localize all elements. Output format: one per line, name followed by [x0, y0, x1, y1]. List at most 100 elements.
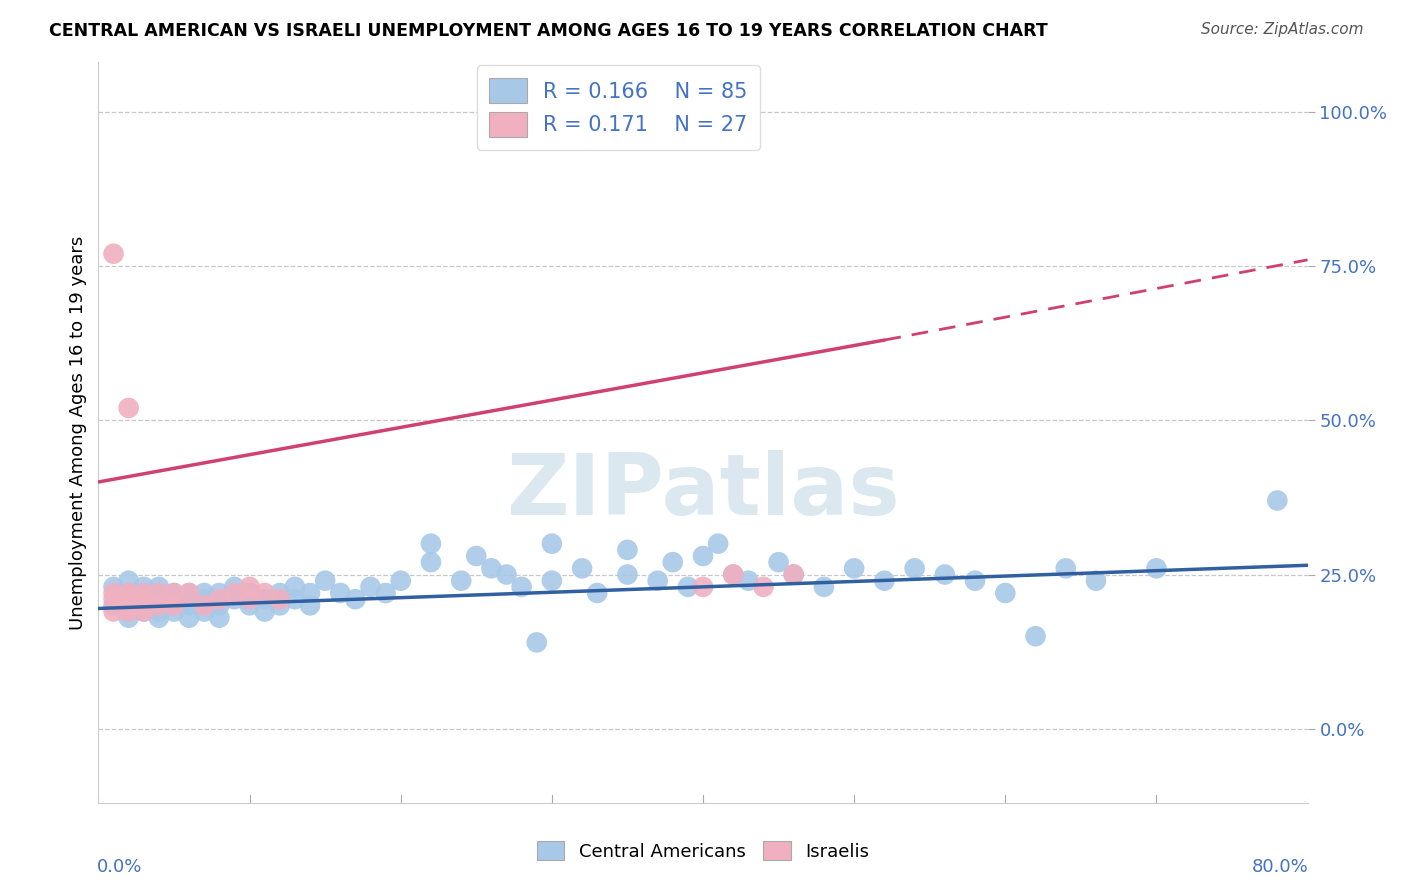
Point — [118, 401, 141, 415]
Point — [481, 561, 503, 575]
Point — [179, 592, 201, 607]
Point — [193, 605, 215, 619]
Point — [1267, 493, 1289, 508]
Point — [224, 580, 246, 594]
Text: CENTRAL AMERICAN VS ISRAELI UNEMPLOYMENT AMONG AGES 16 TO 19 YEARS CORRELATION C: CENTRAL AMERICAN VS ISRAELI UNEMPLOYMENT… — [49, 22, 1047, 40]
Legend: R = 0.166    N = 85, R = 0.171    N = 27: R = 0.166 N = 85, R = 0.171 N = 27 — [477, 65, 761, 150]
Point — [118, 592, 141, 607]
Point — [965, 574, 987, 588]
Point — [661, 555, 683, 569]
Point — [132, 599, 155, 613]
Point — [299, 599, 322, 613]
Point — [737, 574, 759, 588]
Point — [299, 586, 322, 600]
Point — [132, 586, 155, 600]
Point — [1054, 561, 1077, 575]
Point — [103, 586, 125, 600]
Point — [148, 580, 170, 594]
Point — [495, 567, 517, 582]
Point — [904, 561, 927, 575]
Point — [616, 567, 638, 582]
Point — [148, 605, 170, 619]
Point — [132, 592, 155, 607]
Point — [118, 605, 141, 619]
Point — [224, 586, 246, 600]
Point — [239, 592, 262, 607]
Point — [1144, 561, 1167, 575]
Point — [239, 580, 262, 594]
Point — [692, 580, 714, 594]
Point — [420, 555, 443, 569]
Point — [450, 574, 472, 588]
Point — [148, 599, 170, 613]
Point — [208, 599, 231, 613]
Point — [132, 586, 155, 600]
Point — [586, 586, 609, 600]
Point — [692, 549, 714, 563]
Point — [118, 605, 141, 619]
Point — [224, 592, 246, 607]
Point — [934, 567, 956, 582]
Point — [269, 586, 291, 600]
Point — [208, 592, 231, 607]
Point — [707, 536, 730, 550]
Text: ZIPatlas: ZIPatlas — [506, 450, 900, 533]
Point — [844, 561, 866, 575]
Point — [723, 567, 745, 582]
Point — [873, 574, 896, 588]
Point — [752, 580, 775, 594]
Point — [118, 611, 141, 625]
Point — [269, 599, 291, 613]
Point — [465, 549, 488, 563]
Point — [239, 586, 262, 600]
Point — [723, 567, 745, 582]
Point — [193, 592, 215, 607]
Point — [783, 567, 806, 582]
Point — [284, 580, 307, 594]
Point — [540, 574, 562, 588]
Point — [163, 586, 186, 600]
Point — [420, 536, 443, 550]
Point — [118, 599, 141, 613]
Point — [132, 605, 155, 619]
Point — [344, 592, 367, 607]
Point — [163, 592, 186, 607]
Point — [163, 599, 186, 613]
Point — [374, 586, 396, 600]
Point — [813, 580, 835, 594]
Point — [239, 599, 262, 613]
Point — [389, 574, 412, 588]
Point — [768, 555, 790, 569]
Point — [103, 580, 125, 594]
Point — [314, 574, 336, 588]
Point — [148, 611, 170, 625]
Point — [526, 635, 548, 649]
Point — [179, 599, 201, 613]
Text: 0.0%: 0.0% — [97, 858, 142, 876]
Point — [132, 580, 155, 594]
Point — [148, 592, 170, 607]
Point — [360, 580, 382, 594]
Point — [118, 586, 141, 600]
Point — [118, 592, 141, 607]
Point — [132, 599, 155, 613]
Y-axis label: Unemployment Among Ages 16 to 19 years: Unemployment Among Ages 16 to 19 years — [69, 235, 87, 630]
Point — [179, 611, 201, 625]
Point — [118, 574, 141, 588]
Point — [103, 599, 125, 613]
Point — [193, 586, 215, 600]
Point — [647, 574, 669, 588]
Point — [329, 586, 352, 600]
Point — [676, 580, 699, 594]
Point — [179, 586, 201, 600]
Point — [253, 592, 276, 607]
Point — [163, 605, 186, 619]
Point — [1024, 629, 1046, 643]
Point — [103, 246, 125, 260]
Point — [208, 586, 231, 600]
Text: 80.0%: 80.0% — [1251, 858, 1309, 876]
Point — [540, 536, 562, 550]
Point — [994, 586, 1017, 600]
Point — [118, 586, 141, 600]
Point — [163, 599, 186, 613]
